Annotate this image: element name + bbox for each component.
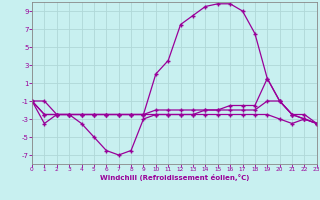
X-axis label: Windchill (Refroidissement éolien,°C): Windchill (Refroidissement éolien,°C) bbox=[100, 174, 249, 181]
